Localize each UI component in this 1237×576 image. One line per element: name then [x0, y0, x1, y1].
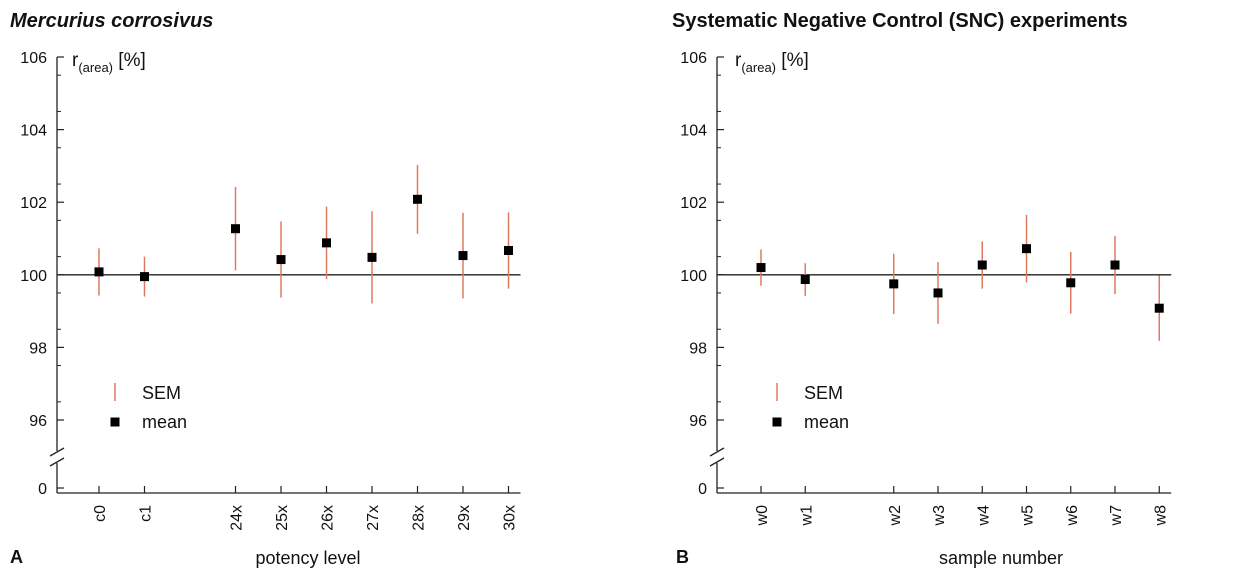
panel-b-mean-point [756, 263, 766, 273]
panel-a-ylabel-subscript: (area) [78, 60, 113, 75]
panel-a-legend-mean-label: mean [142, 412, 187, 432]
panel-b-mean-point [977, 260, 987, 270]
panel-a-axis-break-mark [49, 447, 65, 457]
panel-b-y-tick-label: 0 [698, 481, 707, 498]
panel-a-mean-point [94, 267, 104, 277]
panel-b-y-tick-label: 104 [680, 123, 707, 140]
panel-b-y-tick-label: 98 [689, 340, 707, 357]
panel-b-x-tick-label: w7 [1108, 505, 1125, 527]
panel-b-legend: SEM mean [772, 383, 849, 432]
panel-a-mean-point [231, 224, 240, 234]
panel-b-mean-point [933, 288, 943, 298]
panel-a-x-tick-label: c1 [138, 505, 155, 522]
panel-b-ylabel: r(area) [%] [735, 50, 809, 75]
panel-b-legend-sem-label: SEM [804, 383, 843, 403]
panel-a-x-tick-label: 28x [411, 505, 428, 531]
panel-b-x-tick-label: w3 [931, 505, 948, 527]
panel-b-x-tick-label: w2 [887, 505, 904, 527]
panel-a-y-tick-label: 100 [20, 268, 47, 285]
panel-a-y-tick-label: 96 [29, 413, 47, 430]
panel-b-mean-point [1022, 244, 1031, 254]
panel-b-mean-point [1154, 303, 1164, 313]
panel-a-plot: 106 104 102 100 98 96 0 r(area) [%] c0 c1 24x 25x 26… [20, 50, 521, 531]
panel-b-axis-break-mark [709, 447, 725, 457]
panel-a-mean-point [367, 252, 377, 262]
panel-a-x-tick-label: 24x [229, 505, 246, 531]
panel-b-title: Systematic Negative Control (SNC) experi… [672, 10, 1128, 32]
panel-b-x-tick-label: w4 [975, 505, 992, 527]
panel-b-axis-break-mark [709, 457, 725, 467]
panel-a-x-tick-label: 27x [365, 505, 382, 531]
panel-b-ylabel-unit: [%] [776, 50, 809, 71]
panel-b-x-tick-label: w0 [754, 505, 771, 527]
panel-a-y-tick-label: 106 [20, 50, 47, 67]
panel-a-y-tick-label: 104 [20, 123, 47, 140]
panel-b-mean-point [1066, 278, 1076, 288]
panel-b-x-tick-label: w6 [1064, 505, 1081, 527]
panel-a-x-tick-label: 26x [320, 505, 337, 531]
panel-b-mean-point [1110, 260, 1120, 270]
panel-b-plot: 106 104 102 100 98 96 0 r(area) [%] w0 w1 w2 w3 w4 w5… [680, 50, 1172, 527]
panel-a-mean-point [504, 245, 513, 255]
panel-a-legend-sem-label: SEM [142, 383, 181, 403]
panel-b-mean-point [800, 275, 810, 285]
panel-b-x-tick-label: w8 [1152, 505, 1169, 527]
panel-a-title: Mercurius corrosivus [10, 10, 213, 32]
panel-b-y-tick-label: 100 [680, 268, 707, 285]
panel-b-legend-mean-marker [772, 417, 782, 427]
panel-a-x-tick-label: 30x [502, 505, 519, 531]
panel-a-y-tick-label: 0 [38, 481, 47, 498]
panel-a-ylabel-unit: [%] [113, 50, 146, 71]
panel-a-mean-point [413, 194, 422, 204]
panel-b-legend-mean-label: mean [804, 412, 849, 432]
panel-a-mean-point [140, 272, 149, 282]
panel-b-y-tick-label: 106 [680, 50, 707, 67]
panel-a-y-tick-label: 102 [20, 195, 47, 212]
panel-b-y-tick-label: 96 [689, 413, 707, 430]
panel-a-x-tick-label: 25x [274, 505, 291, 531]
panel-a-legend-mean-marker [110, 417, 120, 427]
panel-b-mean-point [889, 279, 899, 289]
panel-a-ylabel: r(area) [%] [72, 50, 146, 75]
panel-b-x-tick-label: w1 [798, 505, 815, 527]
panel-b-letter: B [676, 547, 689, 567]
panel-b-x-tick-label: w5 [1020, 505, 1037, 527]
panel-b-xlabel: sample number [939, 548, 1063, 568]
panel-a-axis-break-mark [49, 457, 65, 467]
panel-a-mean-point [458, 251, 468, 261]
panel-b-y-tick-label: 102 [680, 195, 707, 212]
panel-a-xlabel: potency level [255, 548, 360, 568]
panel-a-mean-point [276, 255, 286, 265]
panel-a-letter: A [10, 547, 23, 567]
panel-a-y-tick-label: 98 [29, 340, 47, 357]
panel-b-ylabel-subscript: (area) [741, 60, 776, 75]
panel-a-mean-point [322, 238, 331, 248]
panel-a-legend: SEM mean [110, 383, 187, 432]
panel-a-x-tick-label: c0 [92, 505, 109, 522]
panel-a-x-tick-label: 29x [456, 505, 473, 531]
